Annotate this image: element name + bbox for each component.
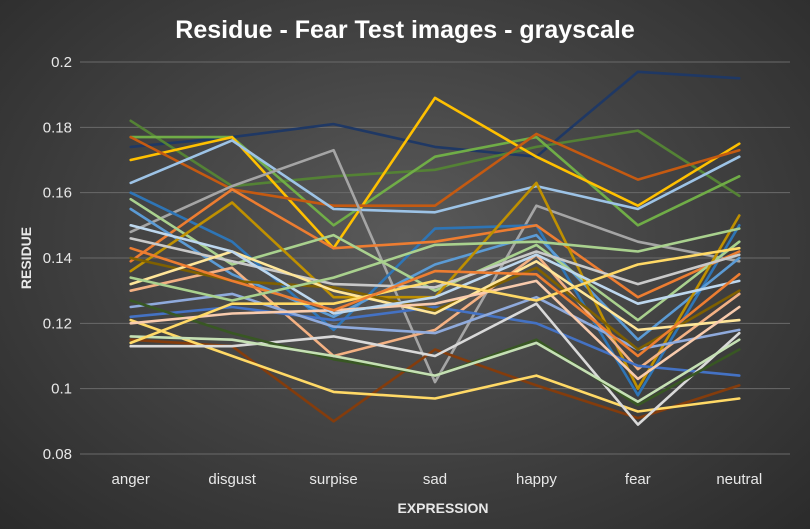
series-line-16: [129, 305, 741, 377]
series-line-9: [129, 188, 741, 299]
series-line-15: [129, 253, 741, 371]
x-tick-label: surpise: [309, 471, 357, 488]
series-line-19: [129, 237, 741, 289]
series-line-28: [129, 227, 741, 302]
x-tick-label: sad: [423, 471, 447, 488]
y-tick-label: 0.18: [43, 119, 72, 136]
x-tick-label: fear: [625, 471, 651, 488]
series-line-27: [129, 246, 741, 358]
series-line-18: [129, 302, 741, 426]
series-line-25: [129, 224, 741, 315]
x-axis-label: EXPRESSION: [397, 500, 488, 516]
x-tick-labels: anger disgust surpise sad happy fear neutral: [112, 471, 763, 488]
series-line-26: [129, 246, 741, 345]
series-line-23: [129, 335, 741, 404]
y-tick-label: 0.12: [43, 315, 72, 332]
series-line-12: [129, 181, 741, 391]
series-line-6: [129, 139, 741, 214]
series-line-4: [129, 96, 741, 250]
x-tick-label: anger: [112, 471, 150, 488]
series-line-11: [129, 197, 741, 322]
series-lines: [129, 70, 741, 426]
x-tick-label: neutral: [716, 471, 762, 488]
y-tick-label: 0.08: [43, 446, 72, 463]
y-axis-label: RESIDUE: [18, 227, 34, 289]
x-tick-label: happy: [516, 471, 557, 488]
chart-title: Residue - Fear Test images - grayscale: [175, 16, 635, 44]
y-tick-label: 0.2: [51, 54, 72, 71]
x-tick-label: disgust: [208, 471, 256, 488]
series-line-7: [129, 148, 741, 384]
series-line-8: [129, 191, 741, 397]
series-line-14: [129, 318, 741, 413]
series-line-24: [129, 279, 741, 381]
y-tick-label: 0.1: [51, 381, 72, 398]
y-tick-label: 0.16: [43, 185, 72, 202]
y-tick-label: 0.14: [43, 250, 72, 267]
series-line-10: [129, 207, 741, 342]
y-tick-labels: 0.08 0.1 0.12 0.14 0.16 0.18 0.2: [43, 54, 72, 463]
